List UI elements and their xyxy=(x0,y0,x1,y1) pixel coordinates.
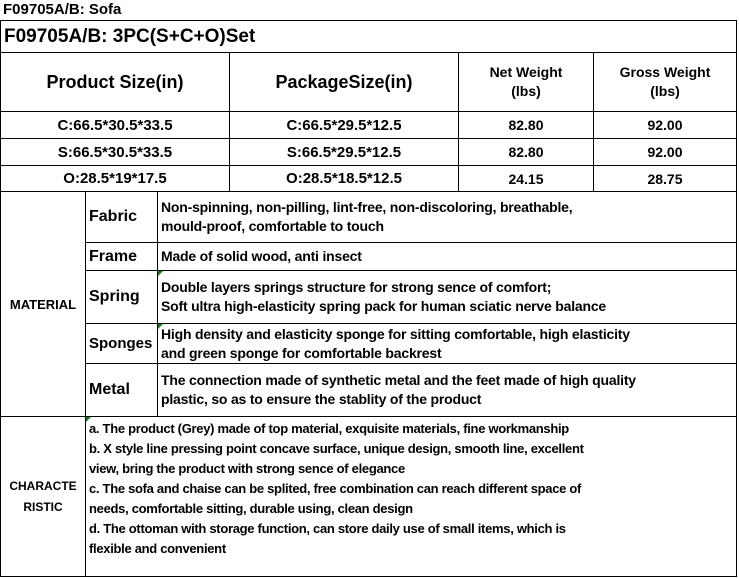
material-label: MATERIAL xyxy=(0,191,85,416)
comment-marker xyxy=(158,271,163,276)
header-net-weight-unit: (lbs) xyxy=(511,83,541,99)
characteristic-line: c. The sofa and chaise can be splited, f… xyxy=(89,481,582,496)
material-name-fabric: Fabric xyxy=(85,191,157,242)
cell-package-text: S:66.5*29.5*12.5 xyxy=(286,143,402,161)
comment-marker xyxy=(158,324,163,329)
header-package-size: PackageSize(in) xyxy=(229,52,458,111)
material-desc-sponges: High density and elasticity sponge for s… xyxy=(157,323,736,363)
material-desc-line: mould-proof, comfortable to touch xyxy=(161,218,384,234)
material-label-text: MATERIAL xyxy=(9,296,77,312)
header-gross-weight-line: Gross Weight xyxy=(619,64,711,80)
cell-product-text: O:28.5*19*17.5 xyxy=(63,170,167,187)
cell-package: C:66.5*29.5*12.5 xyxy=(229,111,458,138)
cell-product: C:66.5*30.5*33.5 xyxy=(0,111,229,138)
material-name-frame: Frame xyxy=(85,242,157,270)
characteristic-line: flexible and convenient xyxy=(89,541,226,556)
material-name-text: Metal xyxy=(89,381,130,398)
material-name-text: Sponges xyxy=(89,335,153,352)
characteristic-label-line: RISTIC xyxy=(23,500,63,514)
material-name-spring: Spring xyxy=(85,270,157,323)
header-gross-weight: Gross Weight (lbs) xyxy=(593,52,736,111)
header-net-weight-line: Net Weight xyxy=(489,64,563,80)
cell-net-text: 82.80 xyxy=(508,144,544,160)
characteristic-line: a. The product (Grey) made of top materi… xyxy=(89,421,569,436)
cell-net: 82.80 xyxy=(458,138,593,165)
cell-net: 82.80 xyxy=(458,111,593,138)
characteristic-line: b. X style line pressing point concave s… xyxy=(89,441,584,456)
material-desc-line: High density and elasticity sponge for s… xyxy=(161,325,630,342)
header-package-size-text: PackageSize(in) xyxy=(275,71,413,92)
cell-net-text: 24.15 xyxy=(508,170,544,187)
material-desc-line: Made of solid wood, anti insect xyxy=(161,248,362,264)
cell-product: O:28.5*19*17.5 xyxy=(0,165,229,191)
cell-gross: 28.75 xyxy=(593,165,736,191)
material-name-sponges: Sponges xyxy=(85,323,157,363)
material-desc-fabric: Non-spinning, non-pilling, lint-free, no… xyxy=(157,191,736,242)
material-desc-line: plastic, so as to ensure the stablity of… xyxy=(161,391,482,407)
set-title-text: F09705A/B: 3PC(S+C+O)Set xyxy=(4,25,256,47)
set-title: F09705A/B: 3PC(S+C+O)Set xyxy=(0,20,736,52)
material-desc-line: Non-spinning, non-pilling, lint-free, no… xyxy=(161,199,573,215)
characteristic-line: view, bring the product with strong senc… xyxy=(89,461,405,476)
material-desc-line: Double layers springs structure for stro… xyxy=(161,279,552,295)
spec-table: F09705A/B: 3PC(S+C+O)Set Product Size(in… xyxy=(0,20,737,577)
characteristic-line: needs, comfortable sitting, durable usin… xyxy=(89,501,413,516)
cell-package: S:66.5*29.5*12.5 xyxy=(229,138,458,165)
material-desc-line: Soft ultra high-elasticity spring pack f… xyxy=(161,298,607,314)
material-name-text: Frame xyxy=(89,247,138,265)
cell-gross: 92.00 xyxy=(593,111,736,138)
material-name-text: Spring xyxy=(89,288,140,305)
material-desc-line: and green sponge for comfortable backres… xyxy=(161,344,442,361)
header-net-weight: Net Weight (lbs) xyxy=(458,52,593,111)
cell-gross-text: 92.00 xyxy=(647,144,683,160)
comment-marker xyxy=(86,417,91,422)
cell-product-text: S:66.5*30.5*33.5 xyxy=(57,143,173,161)
material-name-metal: Metal xyxy=(85,363,157,416)
characteristic-content: a. The product (Grey) made of top materi… xyxy=(85,416,736,577)
cell-gross: 92.00 xyxy=(593,138,736,165)
characteristic-label-line: CHARACTE xyxy=(9,479,77,493)
cell-product: S:66.5*30.5*33.5 xyxy=(0,138,229,165)
cell-gross-text: 28.75 xyxy=(647,170,683,187)
header-product-size-text: Product Size(in) xyxy=(46,71,184,92)
cell-package-text: O:28.5*18.5*12.5 xyxy=(286,170,402,187)
material-desc-frame: Made of solid wood, anti insect xyxy=(157,242,736,270)
cell-net: 24.15 xyxy=(458,165,593,191)
cell-package-text: C:66.5*29.5*12.5 xyxy=(286,116,402,134)
cell-product-text: C:66.5*30.5*33.5 xyxy=(57,116,173,134)
cell-net-text: 82.80 xyxy=(508,117,544,133)
cell-package: O:28.5*18.5*12.5 xyxy=(229,165,458,191)
characteristic-line: d. The ottoman with storage function, ca… xyxy=(89,521,566,536)
material-desc-metal: The connection made of synthetic metal a… xyxy=(157,363,736,416)
cell-gross-text: 92.00 xyxy=(647,117,683,133)
sheet-title: F09705A/B: Sofa xyxy=(3,1,122,18)
material-desc-line: The connection made of synthetic metal a… xyxy=(161,372,636,388)
material-desc-spring: Double layers springs structure for stro… xyxy=(157,270,736,323)
characteristic-label: CHARACTE RISTIC xyxy=(0,416,85,577)
header-product-size: Product Size(in) xyxy=(0,52,229,111)
material-name-text: Fabric xyxy=(89,208,138,225)
header-gross-weight-unit: (lbs) xyxy=(650,83,680,99)
